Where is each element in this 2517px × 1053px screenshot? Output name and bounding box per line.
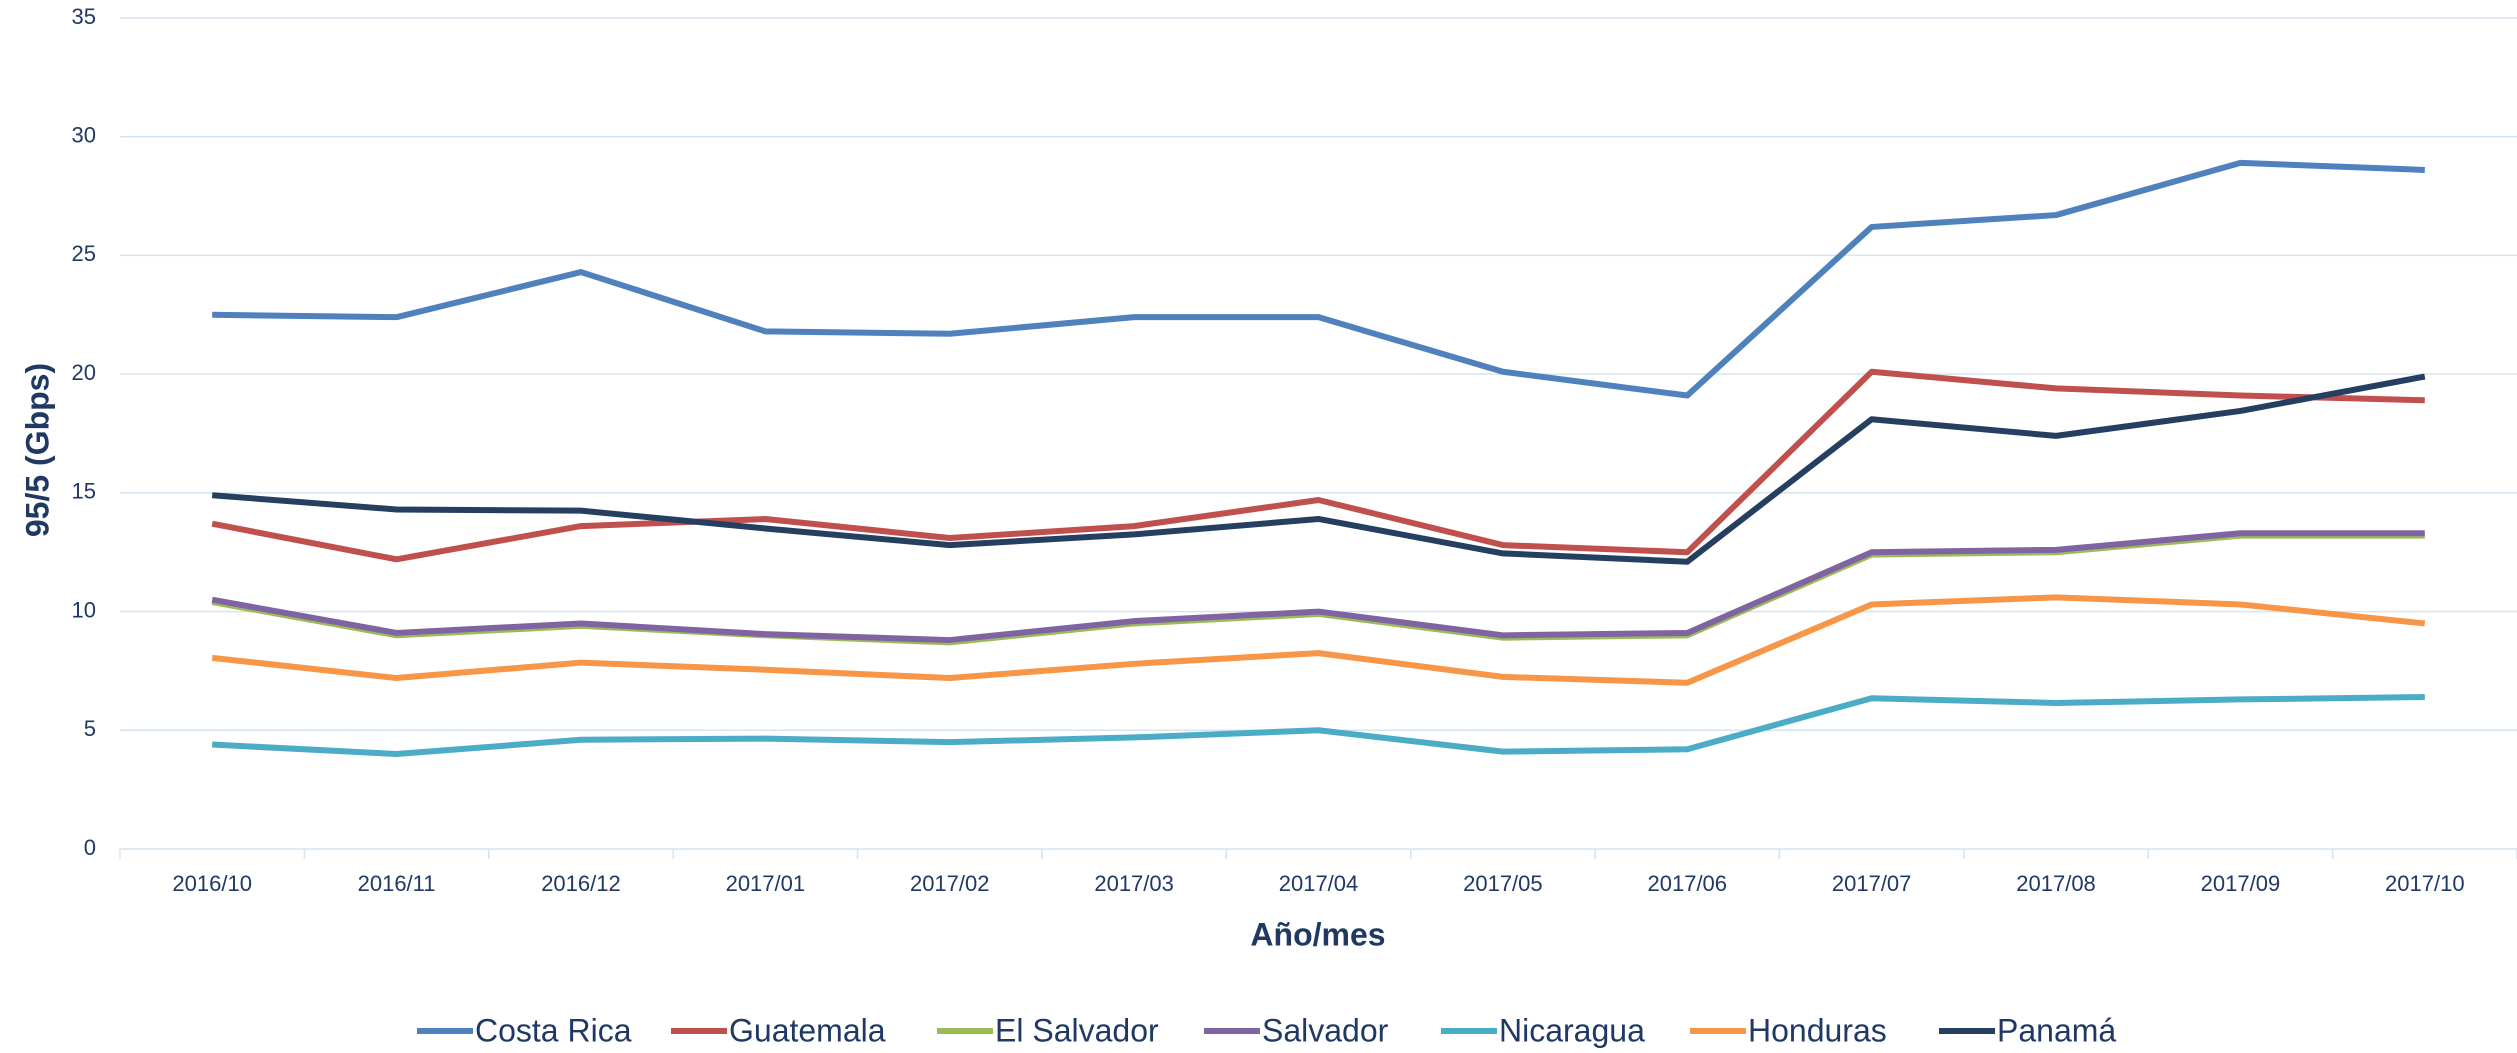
y-tick-label: 25 <box>72 241 96 266</box>
x-tick-label: 2016/10 <box>172 871 252 896</box>
x-tick-label: 2017/08 <box>2016 871 2096 896</box>
x-tick-label: 2017/01 <box>726 871 806 896</box>
legend-label: Costa Rica <box>475 1012 632 1048</box>
y-tick-label: 5 <box>84 716 96 741</box>
series-line <box>211 368 2425 563</box>
series-line <box>212 694 2425 758</box>
series-line <box>211 594 2426 686</box>
y-axis-title: 95/5 (Gbps) <box>19 363 55 537</box>
y-tick-label: 10 <box>72 597 96 622</box>
y-tick-label: 15 <box>72 479 96 504</box>
x-tick-label: 2017/04 <box>1279 871 1359 896</box>
y-tick-label: 30 <box>72 123 96 148</box>
y-tick-label: 20 <box>72 360 96 385</box>
legend-label: Panamá <box>1997 1012 2116 1048</box>
legend-label: Nicaragua <box>1499 1012 1645 1048</box>
y-tick-label: 35 <box>72 4 96 29</box>
x-tick-label: 2017/06 <box>1648 871 1728 896</box>
x-tick-label: 2016/12 <box>541 871 621 896</box>
series-line <box>211 530 2425 644</box>
series-line <box>211 373 2426 565</box>
x-axis-title: Año/mes <box>1250 916 1385 952</box>
x-tick-label: 2017/10 <box>2385 871 2465 896</box>
series-line <box>212 159 2425 399</box>
x-tick-label: 2017/05 <box>1463 871 1543 896</box>
legend-label: El Salvador <box>995 1012 1159 1048</box>
x-tick-label: 2017/07 <box>1832 871 1912 896</box>
y-tick-label: 0 <box>84 835 96 860</box>
x-tick-label: 2017/02 <box>910 871 990 896</box>
x-tick-label: 2017/09 <box>2201 871 2281 896</box>
legend-label: Guatemala <box>729 1012 886 1048</box>
x-tick-label: 2017/03 <box>1094 871 1174 896</box>
legend-label: Honduras <box>1748 1012 1887 1048</box>
x-tick-label: 2016/11 <box>358 871 436 896</box>
legend-label: Salvador <box>1262 1012 1389 1048</box>
